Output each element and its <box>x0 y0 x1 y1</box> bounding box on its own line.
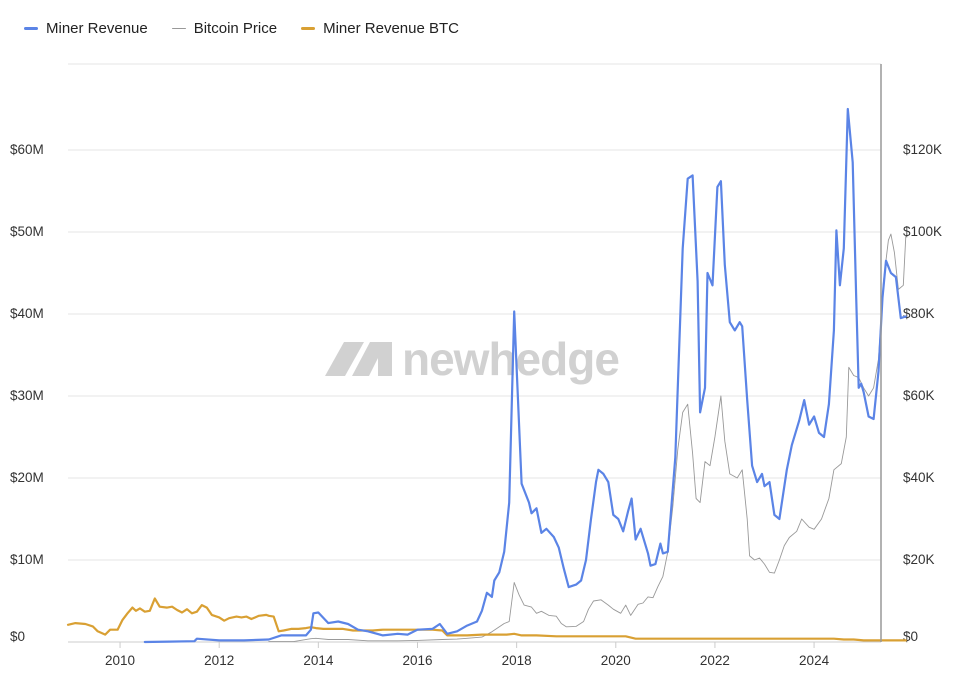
right-axis: $0 $20K $40K $60K $80K $100K $120K <box>903 142 942 644</box>
newhedge-logo-icon <box>325 342 392 376</box>
right-axis-tick-label: $120K <box>903 142 942 157</box>
right-axis-tick-label: $80K <box>903 306 935 321</box>
legend-label-miner-revenue: Miner Revenue <box>46 20 148 37</box>
left-axis-tick-label: $20M <box>10 470 44 485</box>
legend-label-miner-revenue-btc: Miner Revenue BTC <box>323 20 459 37</box>
left-axis-tick-label: $60M <box>10 142 44 157</box>
x-axis-tick-label: 2014 <box>303 653 334 668</box>
series-line-miner-revenue[interactable] <box>143 107 907 644</box>
left-axis-tick-label: $40M <box>10 306 44 321</box>
legend-item-miner-revenue[interactable]: Miner Revenue <box>24 20 148 37</box>
right-axis-tick-label: $20K <box>903 552 935 567</box>
left-axis-tick-label: $50M <box>10 224 44 239</box>
right-axis-tick-label: $60K <box>903 388 935 403</box>
x-axis-tick-label: 2016 <box>402 653 432 668</box>
legend-swatch-miner-revenue-btc <box>301 27 316 30</box>
legend-item-bitcoin-price[interactable]: Bitcoin Price <box>171 20 278 37</box>
legend-swatch-bitcoin-price <box>171 28 186 29</box>
x-axis-tick-label: 2020 <box>601 653 631 668</box>
series-line-miner-revenue-btc[interactable] <box>66 597 907 642</box>
legend-swatch-miner-revenue <box>24 27 38 30</box>
right-axis-tick-label: $40K <box>903 470 935 485</box>
legend-label-bitcoin-price: Bitcoin Price <box>193 20 278 37</box>
legend-item-miner-revenue-btc[interactable]: Miner Revenue BTC <box>301 20 459 37</box>
x-axis-tick-label: 2018 <box>502 653 532 668</box>
x-axis-tick-label: 2010 <box>105 653 135 668</box>
x-axis: 2010 2012 2014 2016 2018 2020 2022 2024 <box>105 642 830 668</box>
left-axis-tick-label: $0 <box>10 629 25 644</box>
series-line-bitcoin-price[interactable] <box>268 233 907 643</box>
series-group <box>66 107 907 644</box>
x-axis-tick-label: 2022 <box>700 653 730 668</box>
left-axis: $0 $10M $20M $30M $40M $50M $60M <box>10 142 44 644</box>
left-axis-tick-label: $30M <box>10 388 44 403</box>
x-axis-tick-label: 2024 <box>799 653 830 668</box>
watermark: newhedge <box>325 333 620 385</box>
chart-legend: Miner Revenue Bitcoin Price Miner Revenu… <box>24 20 459 37</box>
right-axis-tick-label: $100K <box>903 224 942 239</box>
right-axis-tick-label: $0 <box>903 629 918 644</box>
watermark-text: newhedge <box>402 333 619 385</box>
left-axis-tick-label: $10M <box>10 552 44 567</box>
x-axis-tick-label: 2012 <box>204 653 234 668</box>
grid-lines <box>68 63 881 643</box>
